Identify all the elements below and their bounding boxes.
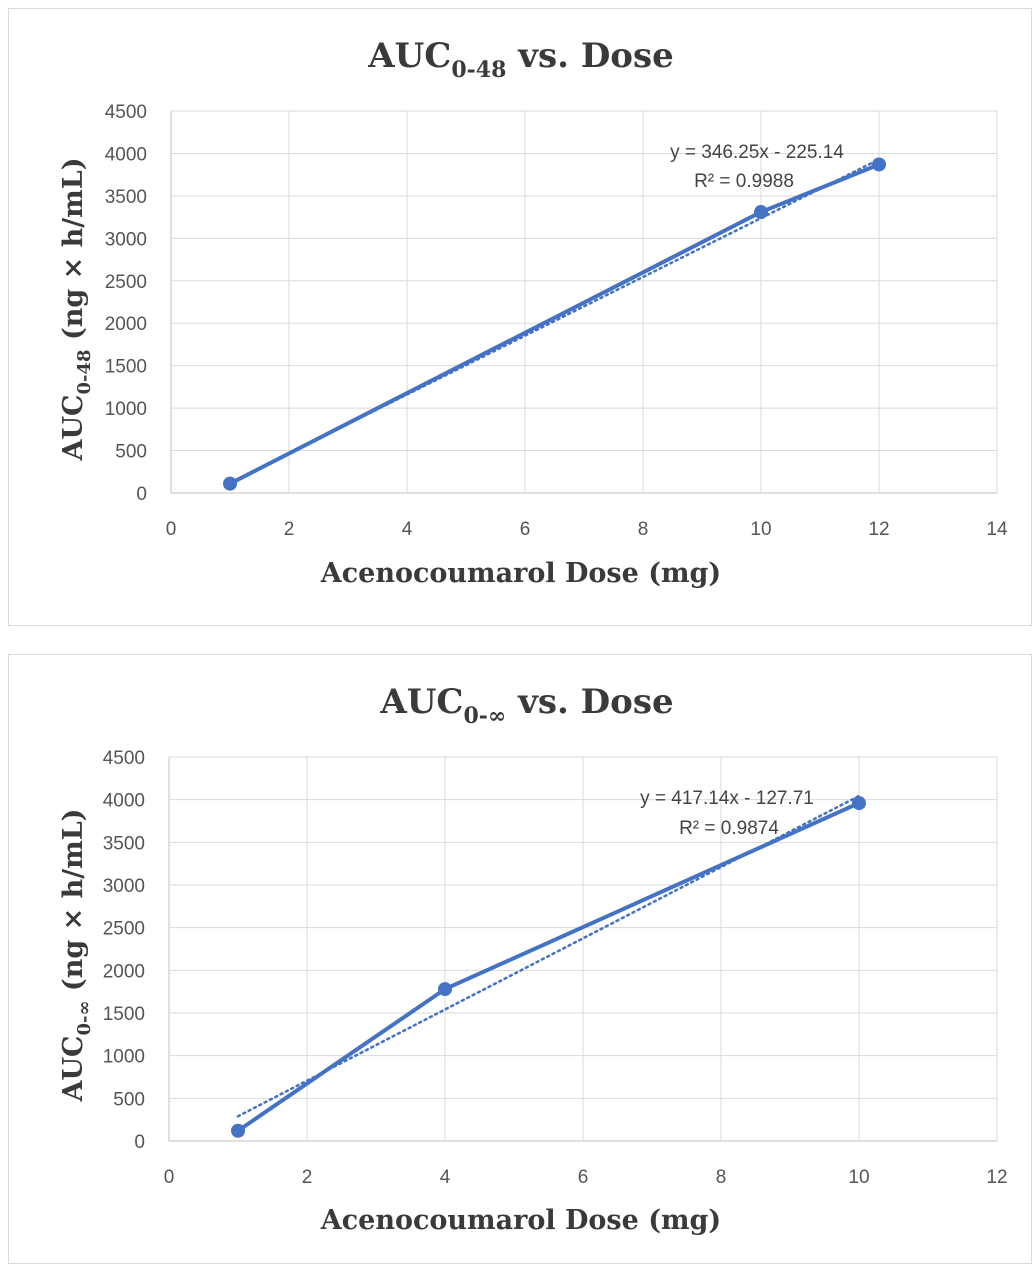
data-point	[852, 796, 866, 811]
x-tick-label: 0	[166, 519, 177, 540]
x-tick-label: 10	[848, 1167, 869, 1188]
x-tick-label: 10	[750, 519, 771, 540]
chart-panel-auc-0-48: AUC0-48 vs. Dose Acenocoumarol Dose (mg)…	[8, 8, 1032, 626]
y-tick-label: 4500	[105, 102, 147, 123]
trendline-equation: y = 346.25x - 225.14	[670, 142, 844, 163]
y-tick-label: 1000	[105, 399, 147, 420]
x-tick-label: 4	[402, 519, 413, 540]
chart-auc-0-48: AUC0-48 vs. Dose Acenocoumarol Dose (mg)…	[58, 36, 1008, 589]
x-tick-label: 6	[520, 519, 531, 540]
trendline-r-squared: R² = 0.9874	[679, 818, 779, 839]
data-point	[223, 476, 237, 491]
plot-area: 0 2 4 6 8 10 12 0 500 1000 1500 2000 2500 3000 3500 400…	[103, 748, 1008, 1188]
data-point	[438, 982, 452, 997]
x-axis-title: Acenocoumarol Dose (mg)	[320, 558, 721, 589]
data-point	[231, 1123, 245, 1138]
x-tick-label: 6	[578, 1167, 589, 1188]
y-tick-label: 2500	[103, 919, 145, 940]
y-tick-label: 500	[115, 442, 147, 463]
y-axis-title: AUC0-48 (ng × h/mL)	[58, 158, 95, 462]
x-tick-label: 4	[440, 1167, 451, 1188]
data-point	[872, 157, 886, 172]
chart-auc-0-inf: AUC0-∞ vs. Dose Acenocoumarol Dose (mg) …	[58, 682, 1008, 1236]
trendline-equation: y = 417.14x - 127.71	[640, 788, 814, 809]
x-tick-label: 8	[638, 519, 649, 540]
x-tick-label: 12	[868, 519, 889, 540]
x-tick-label: 8	[716, 1167, 727, 1188]
data-point	[754, 205, 768, 220]
y-tick-label: 3500	[103, 833, 145, 854]
y-tick-label: 3500	[105, 187, 147, 208]
y-tick-label: 500	[113, 1089, 145, 1110]
y-tick-label: 2000	[103, 961, 145, 982]
y-tick-label: 0	[134, 1132, 145, 1153]
y-tick-label: 1000	[103, 1047, 145, 1068]
chart-title: AUC0-∞ vs. Dose	[379, 682, 673, 729]
x-tick-label: 0	[164, 1167, 175, 1188]
series-line	[229, 162, 880, 486]
y-tick-label: 1500	[103, 1004, 145, 1025]
chart-title: AUC0-48 vs. Dose	[367, 36, 674, 83]
y-axis-title: AUC0-∞ (ng × h/mL)	[58, 809, 95, 1103]
x-tick-label: 2	[302, 1167, 313, 1188]
y-tick-label: 3000	[105, 229, 147, 250]
y-tick-label: 0	[136, 484, 147, 505]
trendline-r-squared: R² = 0.9988	[694, 171, 794, 192]
y-tick-label: 1500	[105, 357, 147, 378]
plot-area: 0 2 4 6 8 10 12 14 0 500 1000 1500 2000 2500 3000 3500 4…	[105, 102, 1008, 540]
y-tick-label: 4000	[103, 791, 145, 812]
series-line	[236, 801, 860, 1133]
chart-panel-auc-0-inf: AUC0-∞ vs. Dose Acenocoumarol Dose (mg) …	[8, 654, 1032, 1264]
y-tick-label: 2500	[105, 272, 147, 293]
y-tick-label: 2000	[105, 314, 147, 335]
x-tick-label: 14	[986, 519, 1008, 540]
x-axis-title: Acenocoumarol Dose (mg)	[320, 1205, 721, 1236]
y-tick-label: 3000	[103, 876, 145, 897]
x-tick-label: 2	[284, 519, 295, 540]
y-tick-label: 4000	[105, 144, 147, 165]
x-tick-label: 12	[986, 1167, 1007, 1188]
y-tick-label: 4500	[103, 748, 145, 769]
